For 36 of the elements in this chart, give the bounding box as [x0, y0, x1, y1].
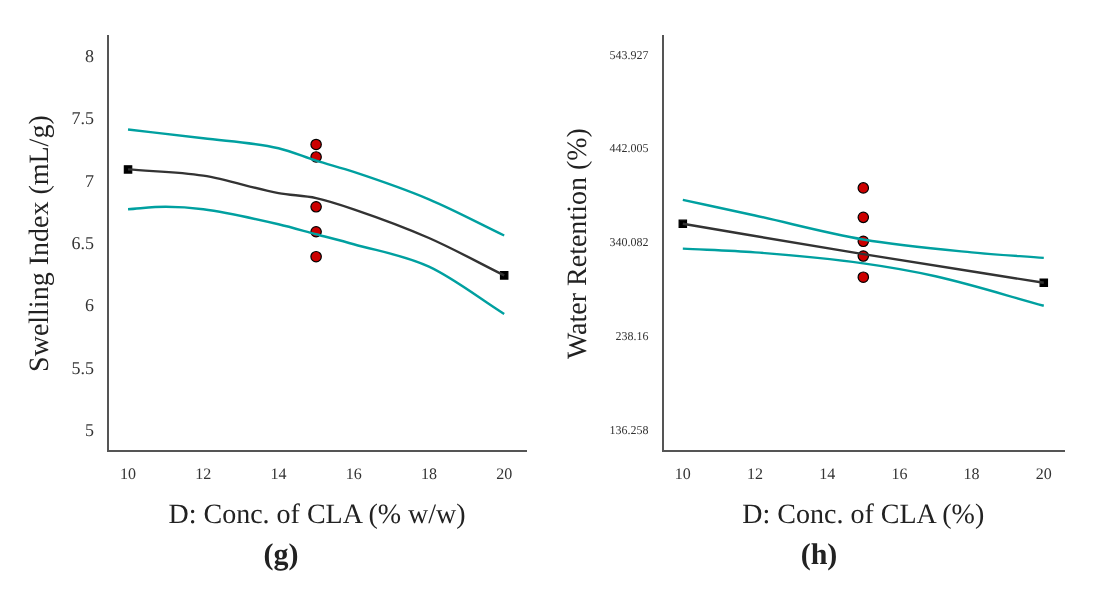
y-tick-label: 5.5: [71, 357, 96, 378]
x-tick-label: 10: [674, 464, 691, 483]
y-axis-title: Swelling Index (mL/g): [26, 114, 57, 372]
line-series: [681, 198, 1045, 260]
y-tick-label: 6: [85, 295, 96, 316]
x-tick-label: 14: [819, 464, 836, 483]
point: [857, 182, 870, 194]
line-series: [126, 205, 506, 316]
point: [310, 138, 322, 151]
line-series: [681, 247, 1045, 307]
text: (h): [800, 540, 838, 574]
x-tick-label: 18: [420, 464, 437, 483]
y-tick-label: 6.5: [71, 232, 96, 253]
point: [857, 271, 870, 283]
x-tick-label: 20: [1035, 464, 1052, 483]
x-tick-label: 16: [345, 464, 362, 483]
x-tick-label: 12: [747, 464, 764, 483]
x-tick-label: 20: [496, 464, 513, 483]
x-tick-label: 18: [963, 464, 980, 483]
x-tick-label: 10: [120, 464, 137, 483]
line-series: [126, 128, 506, 237]
point: [857, 211, 870, 224]
y-tick-label: 8: [85, 45, 96, 66]
y-tick-label: 7.5: [71, 108, 96, 129]
y-axis-title: Water Retention (%): [564, 127, 595, 360]
x-tick-label: 12: [195, 464, 212, 483]
text: (g): [263, 540, 299, 574]
point: [310, 250, 322, 263]
y-tick-label: 7: [85, 170, 96, 191]
x-tick-label: 16: [891, 464, 908, 483]
x-axis-title: D: Conc. of CLA (%): [742, 500, 985, 531]
point: [310, 201, 322, 213]
y-tick-label: 5: [85, 419, 96, 440]
x-axis-title: D: Conc. of CLA (% w/w): [168, 500, 467, 531]
x-tick-label: 14: [270, 464, 287, 483]
line-series: [126, 168, 506, 277]
